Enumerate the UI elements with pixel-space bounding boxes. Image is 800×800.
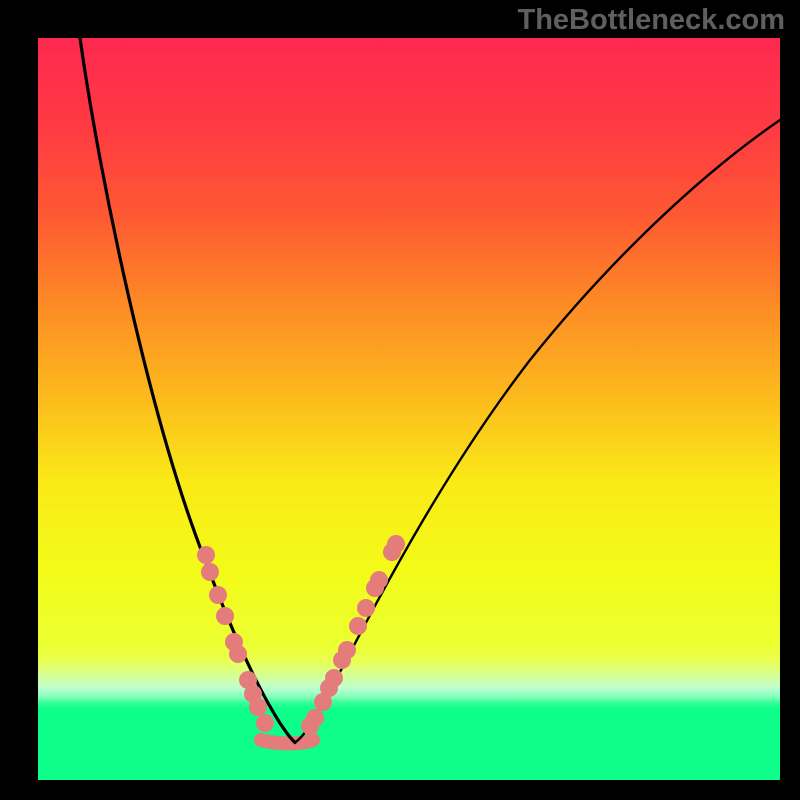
data-marker-left (216, 607, 234, 625)
data-marker-left (201, 563, 219, 581)
data-marker-right (306, 709, 324, 727)
data-marker-right (387, 535, 405, 553)
chart-canvas: TheBottleneck.com (0, 0, 800, 800)
data-marker-right (370, 571, 388, 589)
data-marker-left (229, 645, 247, 663)
data-marker-left (197, 546, 215, 564)
watermark-label: TheBottleneck.com (518, 4, 786, 37)
data-marker-left (256, 714, 274, 732)
plot-gradient-area (38, 38, 780, 780)
data-marker-right (349, 617, 367, 635)
data-marker-right (325, 669, 343, 687)
data-marker-left (209, 586, 227, 604)
data-marker-right (357, 599, 375, 617)
data-marker-right (338, 641, 356, 659)
